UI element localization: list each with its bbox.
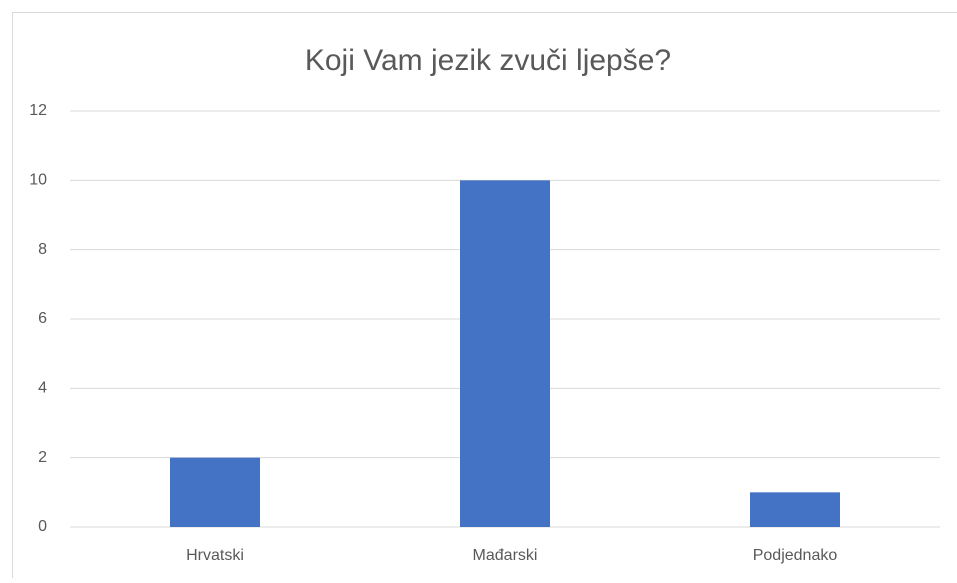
x-tick-label: Hrvatski (186, 547, 244, 564)
y-tick-label: 4 (38, 380, 47, 397)
y-tick-label: 6 (38, 310, 47, 327)
bar (170, 458, 260, 527)
bar (460, 180, 550, 527)
x-tick-label: Podjednako (753, 547, 838, 564)
x-tick-label: Mađarski (473, 547, 538, 564)
y-tick-label: 2 (38, 449, 47, 466)
bar (750, 492, 840, 527)
y-tick-label: 12 (29, 102, 47, 119)
y-tick-label: 0 (38, 518, 47, 535)
y-tick-label: 10 (29, 172, 47, 189)
y-tick-label: 8 (38, 241, 47, 258)
chart-title: Koji Vam jezik zvuči ljepše? (305, 44, 671, 77)
